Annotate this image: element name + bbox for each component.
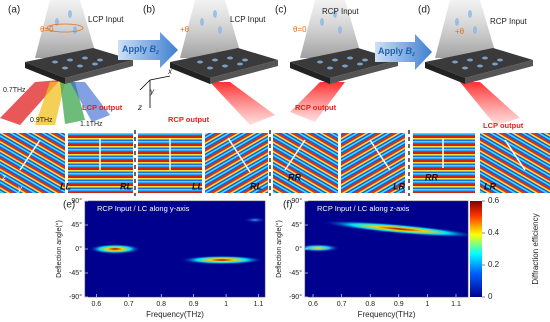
charts: (e) RCP Input / LC along y-axis 0.6 0.7 0.8 0… [55,196,540,319]
y-axis-label: Deflection angle(°) [55,220,63,278]
field-label: B [406,46,413,56]
panel-b: (b) LCP Input +θ RCP output [143,0,278,125]
mode-label: LR [393,181,405,191]
freq-label: 0.7THz [3,87,26,94]
metasurface [25,0,133,84]
y-tick-label: 90° [71,197,82,205]
x-axis-label: Frequency(THz) [146,310,204,319]
angle-label: θ=0 [40,25,54,34]
apply-arrow: Apply Bz [375,34,432,70]
input-label: LCP Input [230,15,266,24]
axis-label: y [149,87,155,96]
output-label: RCP output [168,115,210,124]
x-tick-label: 0.7 [337,301,347,308]
mode-label: RR [288,172,301,182]
panel-label: (a) [8,5,20,16]
plot-title: RCP Input / LC along z-axis [317,204,410,213]
angle-label: +θ [455,27,465,36]
panel-c: (c) RCP Input θ=0 RCP output [275,0,398,122]
mode-label: RL [120,181,132,191]
panel-label: (e) [63,200,75,211]
angle-label: θ=0 [293,25,307,34]
y-tick-label: 45° [71,221,82,229]
y-tick-label: -45° [289,269,302,277]
arrow-text: Apply [122,44,147,54]
y-tick-label: -45° [69,269,82,277]
panel-label: (d) [418,5,430,16]
colorbar-tick-label: 0.4 [488,228,500,237]
freq-label: 0.9THz [30,117,53,124]
mode-label: LR [484,181,496,191]
mode-label: LL [192,181,203,191]
mode-label: RL [250,181,262,191]
panel-d: (d) RCP Input +θ LCP output [418,0,533,130]
svg-text:Apply Bz: Apply Bz [378,46,415,57]
angle-label: +θ [180,25,190,34]
svg-text:Apply Bz: Apply Bz [122,44,159,55]
colorbar-tick-label: 0 [488,292,493,301]
axis-label: x [167,67,173,76]
output-label: LCP output [82,103,123,112]
arrow-text: Apply [378,46,403,56]
output-label: LCP output [483,121,524,130]
x-tick-label: 1.1 [254,301,264,308]
y-axis-label: Deflection angle(°) [275,220,283,278]
y-tick-label: -90° [69,293,82,301]
panel-label: (c) [275,5,287,16]
field-sub: z [411,52,415,58]
panel-a: (a) LCP Input θ=0 0.7THz 0.9THz 1.1THz L… [0,0,173,128]
y-tick-label: -90° [289,293,302,301]
metasurface [170,0,278,84]
freq-label: 1.1THz [80,121,103,128]
colorbar [470,201,482,297]
colorbar-tick-label: 0.2 [488,260,500,269]
mode-label: LL [60,181,71,191]
output-label: RCP output [295,103,337,112]
x-tick-label: 0.6 [91,301,101,308]
x-tick-label: 0.8 [156,301,166,308]
input-label: RCP Input [490,17,528,26]
x-tick-label: 0.9 [189,301,199,308]
heatmap-e [85,201,265,297]
heatmap-f [305,201,468,297]
axis-label: z [137,103,142,112]
colorbar-label: Diffraction efficiency [531,213,540,284]
y-tick-label: 0° [75,245,82,253]
x-tick-label: 1 [425,301,429,308]
axis-label: y [17,184,23,193]
y-tick-label: 90° [291,197,302,205]
x-axis-label: Frequency(THz) [358,310,416,319]
plot-title: RCP Input / LC along y-axis [97,204,190,213]
x-tick-label: 1.1 [451,301,461,308]
field-sub: z [155,50,159,56]
mode-label: RR [425,172,438,182]
y-tick-label: 0° [295,245,302,253]
field-maps: LL RL LL RL RR LR RR LR z y [0,130,550,196]
x-tick-label: 0.8 [365,301,375,308]
input-label: LCP Input [88,15,124,24]
axis-label: z [1,173,6,182]
field-label: B [150,44,157,54]
apply-arrow: Apply Bz [118,32,178,68]
x-tick-label: 1 [224,301,228,308]
x-tick-label: 0.9 [394,301,404,308]
panel-label: (f) [283,200,292,211]
input-label: RCP Input [322,7,360,16]
colorbar-tick-label: 0.6 [488,196,500,205]
panel-label: (b) [143,5,155,16]
metasurface [425,0,533,84]
x-tick-label: 0.6 [308,301,318,308]
x-tick-label: 0.7 [124,301,134,308]
y-tick-label: 45° [291,221,302,229]
